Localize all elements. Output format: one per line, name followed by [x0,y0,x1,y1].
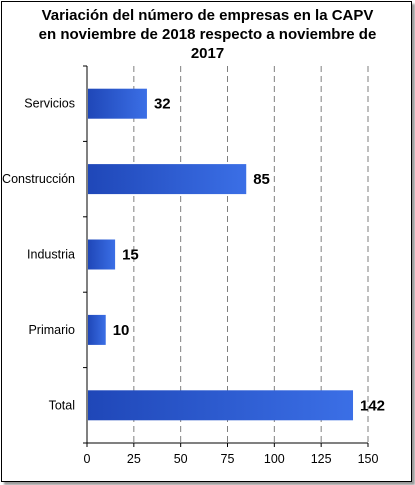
labels: 0 25 50 75 100 125 150 Servicios 32 Construcción 8… [2,96,385,466]
x-tick-label-50: 50 [174,452,188,466]
category-label-primario: Primario [28,323,75,337]
x-tick-label-125: 125 [311,452,332,466]
data-label-construcción: 85 [253,171,270,188]
bar-servicios [88,88,147,119]
data-label-servicios: 32 [154,96,171,113]
category-label-total: Total [49,398,75,412]
data-label-total: 142 [360,397,385,414]
bar-construcción [88,164,247,195]
chart-title-line-2: en noviembre de 2018 respecto a noviembr… [38,26,377,43]
x-tick-label-75: 75 [221,452,235,466]
data-label-industria: 15 [122,247,139,264]
bar-primario [88,314,106,345]
x-tick-label-0: 0 [84,452,91,466]
bar-total [88,390,354,421]
x-tick-label-25: 25 [127,452,141,466]
data-label-primario: 10 [113,322,130,339]
gridlines [133,66,369,443]
axes [83,65,369,447]
category-label-industria: Industria [27,248,75,262]
bar-industria [88,239,116,270]
x-tick-label-150: 150 [358,452,379,466]
chart-title-line-1: Variación del número de empresas en la C… [41,7,374,24]
bars [88,88,354,421]
x-tick-label-100: 100 [264,452,285,466]
category-label-construcción: Construcción [2,172,75,186]
chart-title-line-3: 2017 [190,45,225,62]
chart-title: Variación del número de empresas en la C… [0,6,415,63]
category-label-servicios: Servicios [24,97,75,111]
